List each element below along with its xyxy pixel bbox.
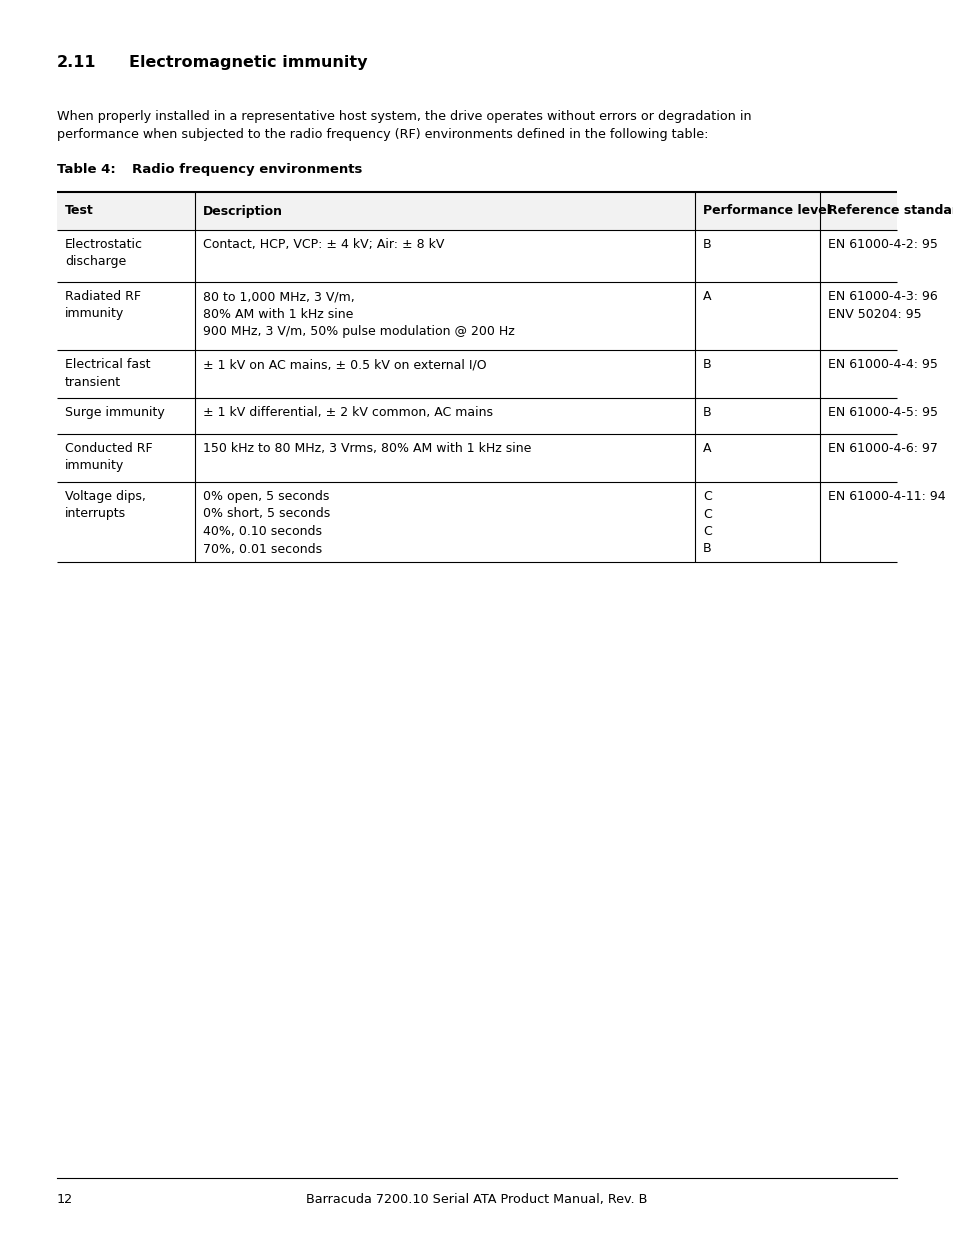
Bar [57, 191, 896, 230]
Text: EN 61000-4-2: 95: EN 61000-4-2: 95 [827, 238, 937, 251]
Text: Reference standard: Reference standard [827, 205, 953, 217]
Text: EN 61000-4-5: 95: EN 61000-4-5: 95 [827, 406, 937, 419]
Text: 2.11: 2.11 [57, 56, 96, 70]
Text: 0% open, 5 seconds
0% short, 5 seconds
40%, 0.10 seconds
70%, 0.01 seconds: 0% open, 5 seconds 0% short, 5 seconds 4… [203, 490, 330, 556]
Text: Test: Test [65, 205, 93, 217]
Text: Surge immunity: Surge immunity [65, 406, 165, 419]
Text: Radio frequency environments: Radio frequency environments [132, 163, 362, 177]
Text: Contact, HCP, VCP: ± 4 kV; Air: ± 8 kV: Contact, HCP, VCP: ± 4 kV; Air: ± 8 kV [203, 238, 444, 251]
Text: When properly installed in a representative host system, the drive operates with: When properly installed in a representat… [57, 110, 751, 141]
Text: EN 61000-4-6: 97: EN 61000-4-6: 97 [827, 442, 937, 454]
Bar [57, 398, 896, 433]
Text: Barracuda 7200.10 Serial ATA Product Manual, Rev. B: Barracuda 7200.10 Serial ATA Product Man… [306, 1193, 647, 1207]
Text: 12: 12 [57, 1193, 73, 1207]
Text: Electrostatic
discharge: Electrostatic discharge [65, 238, 143, 268]
Text: EN 61000-4-4: 95: EN 61000-4-4: 95 [827, 358, 937, 370]
Text: Performance level: Performance level [702, 205, 830, 217]
Text: 150 kHz to 80 MHz, 3 Vrms, 80% AM with 1 kHz sine: 150 kHz to 80 MHz, 3 Vrms, 80% AM with 1… [203, 442, 531, 454]
Text: Description: Description [203, 205, 283, 217]
Text: Electromagnetic immunity: Electromagnetic immunity [129, 56, 367, 70]
Text: Voltage dips,
interrupts: Voltage dips, interrupts [65, 490, 146, 520]
Text: Table 4:: Table 4: [57, 163, 115, 177]
Text: Radiated RF
immunity: Radiated RF immunity [65, 290, 141, 321]
Bar [57, 350, 896, 398]
Text: A: A [702, 442, 711, 454]
Text: EN 61000-4-3: 96
ENV 50204: 95: EN 61000-4-3: 96 ENV 50204: 95 [827, 290, 937, 321]
Text: Conducted RF
immunity: Conducted RF immunity [65, 442, 152, 473]
Text: C
C
C
B: C C C B [702, 490, 711, 556]
Bar [57, 282, 896, 350]
Bar [57, 433, 896, 482]
Text: ± 1 kV differential, ± 2 kV common, AC mains: ± 1 kV differential, ± 2 kV common, AC m… [203, 406, 493, 419]
Text: EN 61000-4-11: 94: EN 61000-4-11: 94 [827, 490, 944, 503]
Text: B: B [702, 358, 711, 370]
Text: ± 1 kV on AC mains, ± 0.5 kV on external I/O: ± 1 kV on AC mains, ± 0.5 kV on external… [203, 358, 486, 370]
Bar [57, 482, 896, 562]
Text: B: B [702, 406, 711, 419]
Bar [57, 230, 896, 282]
Text: Electrical fast
transient: Electrical fast transient [65, 358, 151, 389]
Text: B: B [702, 238, 711, 251]
Text: 80 to 1,000 MHz, 3 V/m,
80% AM with 1 kHz sine
900 MHz, 3 V/m, 50% pulse modulat: 80 to 1,000 MHz, 3 V/m, 80% AM with 1 kH… [203, 290, 515, 338]
Text: A: A [702, 290, 711, 303]
